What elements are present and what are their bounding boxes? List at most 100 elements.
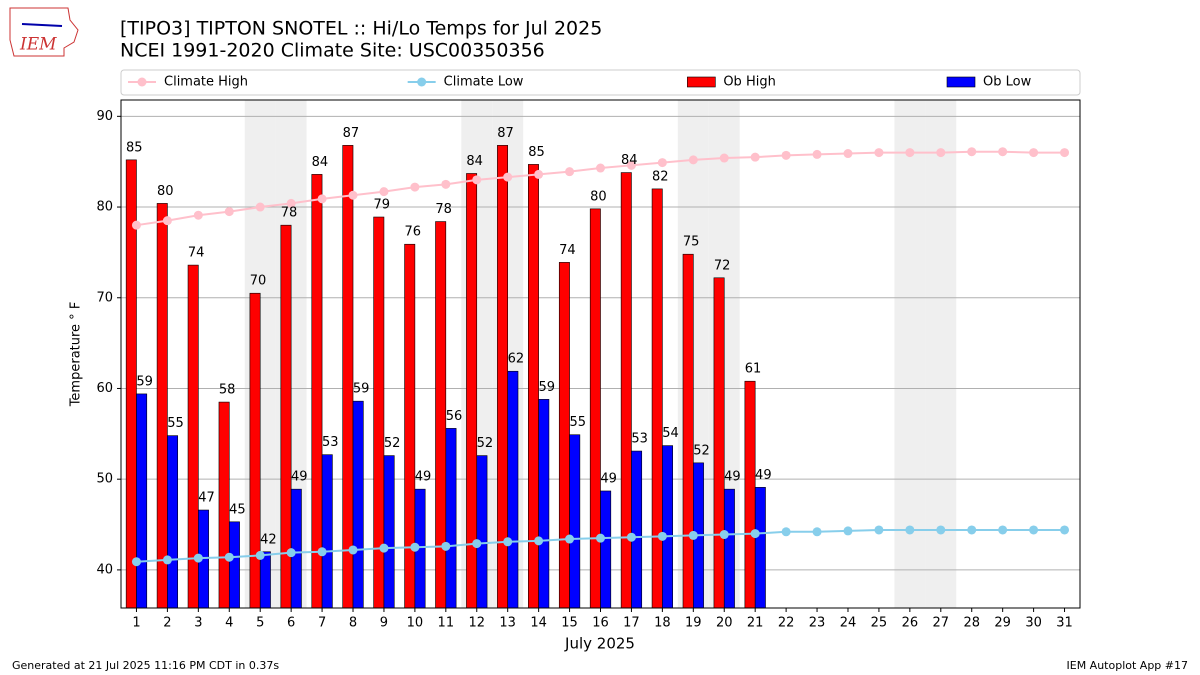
line-point xyxy=(750,529,760,539)
bar xyxy=(713,277,725,608)
line-point xyxy=(812,527,822,537)
data-label: 42 xyxy=(260,532,277,547)
data-label: 55 xyxy=(569,415,586,430)
y-tick-label: 80 xyxy=(96,200,113,215)
legend-label: Ob High xyxy=(723,75,776,90)
line-point xyxy=(441,179,451,189)
line-point xyxy=(596,533,605,543)
data-label: 58 xyxy=(219,383,236,398)
line-point xyxy=(626,160,636,170)
line-point xyxy=(162,216,172,226)
data-label: 49 xyxy=(415,470,432,485)
plot-area xyxy=(121,100,1080,608)
line-point xyxy=(565,534,575,544)
line-point xyxy=(781,527,791,537)
x-tick-label: 28 xyxy=(963,616,980,631)
legend-box xyxy=(120,69,1081,96)
line-point xyxy=(719,153,729,163)
line-point xyxy=(1029,525,1039,535)
line-point xyxy=(626,532,636,542)
data-label: 74 xyxy=(559,243,576,258)
legend-label: Climate High xyxy=(164,75,248,90)
legend-label: Climate Low xyxy=(444,75,524,90)
legend-marker xyxy=(417,77,427,87)
data-label: 78 xyxy=(281,206,298,221)
data-label: 52 xyxy=(384,436,401,451)
line-point xyxy=(843,526,853,536)
line-point xyxy=(286,548,296,558)
bar xyxy=(280,224,292,608)
plot-frame xyxy=(120,99,1081,609)
line-point xyxy=(596,163,605,173)
bar xyxy=(589,208,601,608)
x-tick-label: 6 xyxy=(287,616,295,631)
logo-text: IEM xyxy=(19,35,57,55)
line-point xyxy=(503,537,513,547)
bar xyxy=(311,174,323,608)
line-point xyxy=(936,148,946,158)
bar xyxy=(228,521,240,608)
bar xyxy=(445,428,457,608)
x-tick-label: 12 xyxy=(468,616,485,631)
line-point xyxy=(534,536,544,546)
data-label: 84 xyxy=(312,155,329,170)
x-tick-label: 3 xyxy=(194,616,202,631)
line-point xyxy=(905,148,915,158)
line-point xyxy=(967,525,977,535)
line-point xyxy=(967,147,977,157)
bar xyxy=(125,159,137,608)
bar xyxy=(187,264,199,608)
data-label: 47 xyxy=(198,491,215,506)
data-label: 80 xyxy=(590,189,607,204)
bar xyxy=(538,399,550,608)
data-label: 56 xyxy=(446,409,463,424)
line-point xyxy=(193,553,203,563)
x-tick-label: 30 xyxy=(1025,616,1042,631)
bar xyxy=(600,490,612,608)
line-point xyxy=(193,210,203,220)
x-tick-label: 15 xyxy=(561,616,578,631)
line-point xyxy=(750,152,760,162)
line-point xyxy=(905,525,915,535)
data-label: 85 xyxy=(528,145,545,160)
line-point xyxy=(131,220,141,230)
x-tick-label: 1 xyxy=(132,616,140,631)
bar xyxy=(167,435,179,608)
line-point xyxy=(688,530,698,540)
line-point xyxy=(441,541,451,551)
data-label: 59 xyxy=(136,374,153,389)
data-label: 49 xyxy=(291,470,308,485)
legend-swatch xyxy=(687,76,716,88)
y-tick-label: 40 xyxy=(96,562,113,577)
line-point xyxy=(472,539,482,549)
x-tick-label: 26 xyxy=(902,616,919,631)
data-label: 85 xyxy=(126,140,143,155)
bar xyxy=(528,164,539,608)
data-label: 53 xyxy=(322,435,339,450)
x-tick-label: 31 xyxy=(1056,616,1073,631)
bar xyxy=(218,401,230,608)
bar xyxy=(373,216,385,608)
line-point xyxy=(379,187,389,197)
line-point xyxy=(255,550,265,560)
x-tick-label: 7 xyxy=(318,616,326,631)
line-point xyxy=(657,158,667,168)
line-point xyxy=(410,542,420,552)
line-point xyxy=(781,150,791,160)
line-point xyxy=(1029,148,1039,158)
x-tick-label: 11 xyxy=(438,616,455,631)
x-tick-label: 18 xyxy=(654,616,671,631)
bar xyxy=(631,450,643,608)
data-label: 72 xyxy=(714,258,731,273)
y-tick-label: 70 xyxy=(96,290,113,305)
legend-label: Ob Low xyxy=(983,75,1032,90)
bar xyxy=(682,253,694,608)
data-label: 87 xyxy=(343,126,360,141)
data-label: 76 xyxy=(404,225,421,240)
data-label: 79 xyxy=(374,198,391,213)
line-point xyxy=(410,182,420,192)
data-label: 49 xyxy=(600,471,617,486)
line-point xyxy=(162,555,172,565)
bar xyxy=(404,243,416,608)
